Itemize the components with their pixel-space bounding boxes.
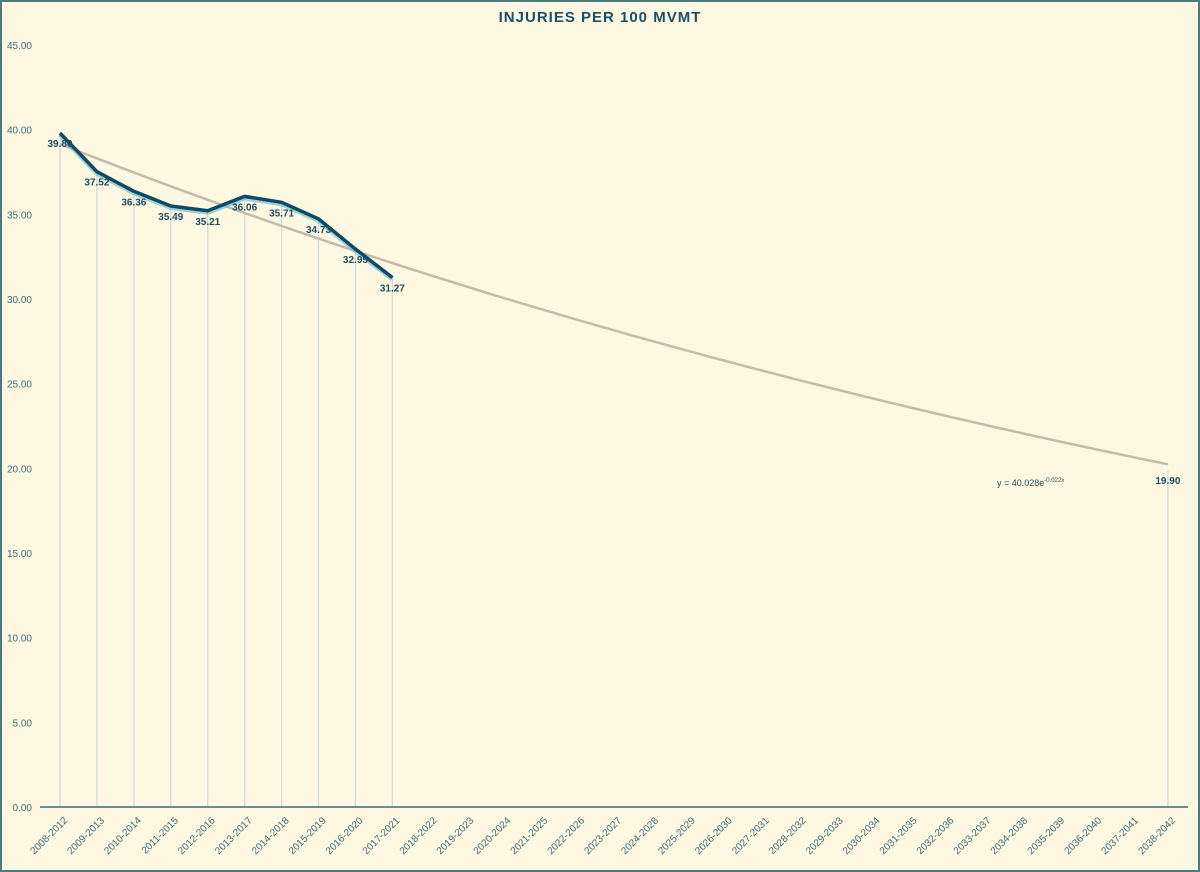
x-tick-label: 2038-2042 bbox=[1136, 815, 1178, 857]
data-label: 36.36 bbox=[121, 197, 146, 208]
y-tick-label: 20.00 bbox=[7, 464, 32, 475]
y-axis: 0.00 5.00 10.00 15.00 20.00 25.00 30.00 35.00 40… bbox=[7, 41, 32, 814]
x-tick-label: 2031-2035 bbox=[878, 815, 920, 857]
y-tick-label: 15.00 bbox=[7, 549, 32, 560]
x-tick-label: 2018-2022 bbox=[398, 815, 440, 857]
x-tick-label: 2011-2015 bbox=[140, 815, 181, 856]
x-tick-label: 2009-2013 bbox=[65, 815, 107, 857]
x-tick-label: 2024-2028 bbox=[619, 815, 661, 857]
data-label: 36.06 bbox=[232, 202, 257, 213]
x-tick-label: 2026-2030 bbox=[693, 815, 735, 857]
data-label: 35.71 bbox=[269, 208, 294, 219]
x-tick-label: 2020-2024 bbox=[472, 815, 514, 857]
y-tick-label: 0.00 bbox=[13, 803, 33, 814]
data-label: 19.90 bbox=[1155, 476, 1180, 487]
y-tick-label: 5.00 bbox=[13, 718, 33, 729]
x-tick-label: 2013-2017 bbox=[213, 815, 255, 857]
x-tick-label: 2019-2023 bbox=[435, 815, 477, 857]
x-tick-label: 2014-2018 bbox=[250, 815, 292, 857]
y-tick-label: 10.00 bbox=[7, 634, 32, 645]
y-tick-label: 30.00 bbox=[7, 295, 32, 306]
y-tick-label: 25.00 bbox=[7, 380, 32, 391]
data-series bbox=[58, 131, 394, 281]
data-label: 34.73 bbox=[306, 225, 331, 236]
data-label: 35.21 bbox=[195, 217, 220, 228]
x-tick-label: 2027-2031 bbox=[730, 815, 772, 857]
x-tick-label: 2030-2034 bbox=[841, 815, 883, 857]
y-tick-label: 40.00 bbox=[7, 126, 32, 137]
x-tick-label: 2028-2032 bbox=[767, 815, 809, 857]
x-tick-label: 2036-2040 bbox=[1063, 815, 1105, 857]
x-tick-label: 2012-2016 bbox=[176, 815, 218, 857]
y-tick-label: 35.00 bbox=[7, 210, 32, 221]
x-tick-label: 2016-2020 bbox=[324, 815, 366, 857]
x-tick-label: 2021-2025 bbox=[509, 815, 551, 857]
x-tick-label: 2017-2021 bbox=[361, 815, 403, 857]
trendline-equation: y = 40.028e-0.022x bbox=[997, 478, 1064, 488]
x-tick-label: 2032-2036 bbox=[915, 815, 957, 857]
drop-lines bbox=[59, 133, 1169, 807]
data-labels: 39.80 37.52 36.36 35.49 35.21 36.06 35.71 34.73… bbox=[47, 139, 1180, 487]
x-tick-label: 2010-2014 bbox=[102, 815, 144, 857]
trendline bbox=[59, 142, 1169, 466]
x-tick-label: 2008-2012 bbox=[29, 815, 71, 857]
x-tick-label: 2033-2037 bbox=[952, 815, 994, 857]
data-label: 31.27 bbox=[380, 283, 405, 294]
series-line bbox=[58, 131, 394, 279]
data-label: 37.52 bbox=[84, 178, 109, 189]
x-tick-label: 2023-2027 bbox=[582, 815, 624, 857]
exponential-trendline bbox=[59, 142, 1169, 466]
x-tick-label: 2015-2019 bbox=[287, 815, 329, 857]
x-tick-label: 2022-2026 bbox=[546, 815, 588, 857]
x-tick-label: 2037-2041 bbox=[1099, 815, 1141, 857]
data-label: 32.95 bbox=[343, 255, 368, 266]
y-tick-label: 45.00 bbox=[7, 41, 32, 52]
data-label: 35.49 bbox=[158, 212, 183, 223]
x-tick-label: 2035-2039 bbox=[1026, 815, 1068, 857]
x-axis: 2008-20122009-20132010-20142011-20152012… bbox=[29, 806, 1188, 857]
x-tick-label: 2034-2038 bbox=[989, 815, 1031, 857]
data-label: 39.80 bbox=[47, 139, 72, 150]
x-tick-label: 2025-2029 bbox=[656, 815, 698, 857]
x-tick-label: 2029-2033 bbox=[804, 815, 846, 857]
chart-title: INJURIES PER 100 MVMT bbox=[498, 9, 702, 26]
